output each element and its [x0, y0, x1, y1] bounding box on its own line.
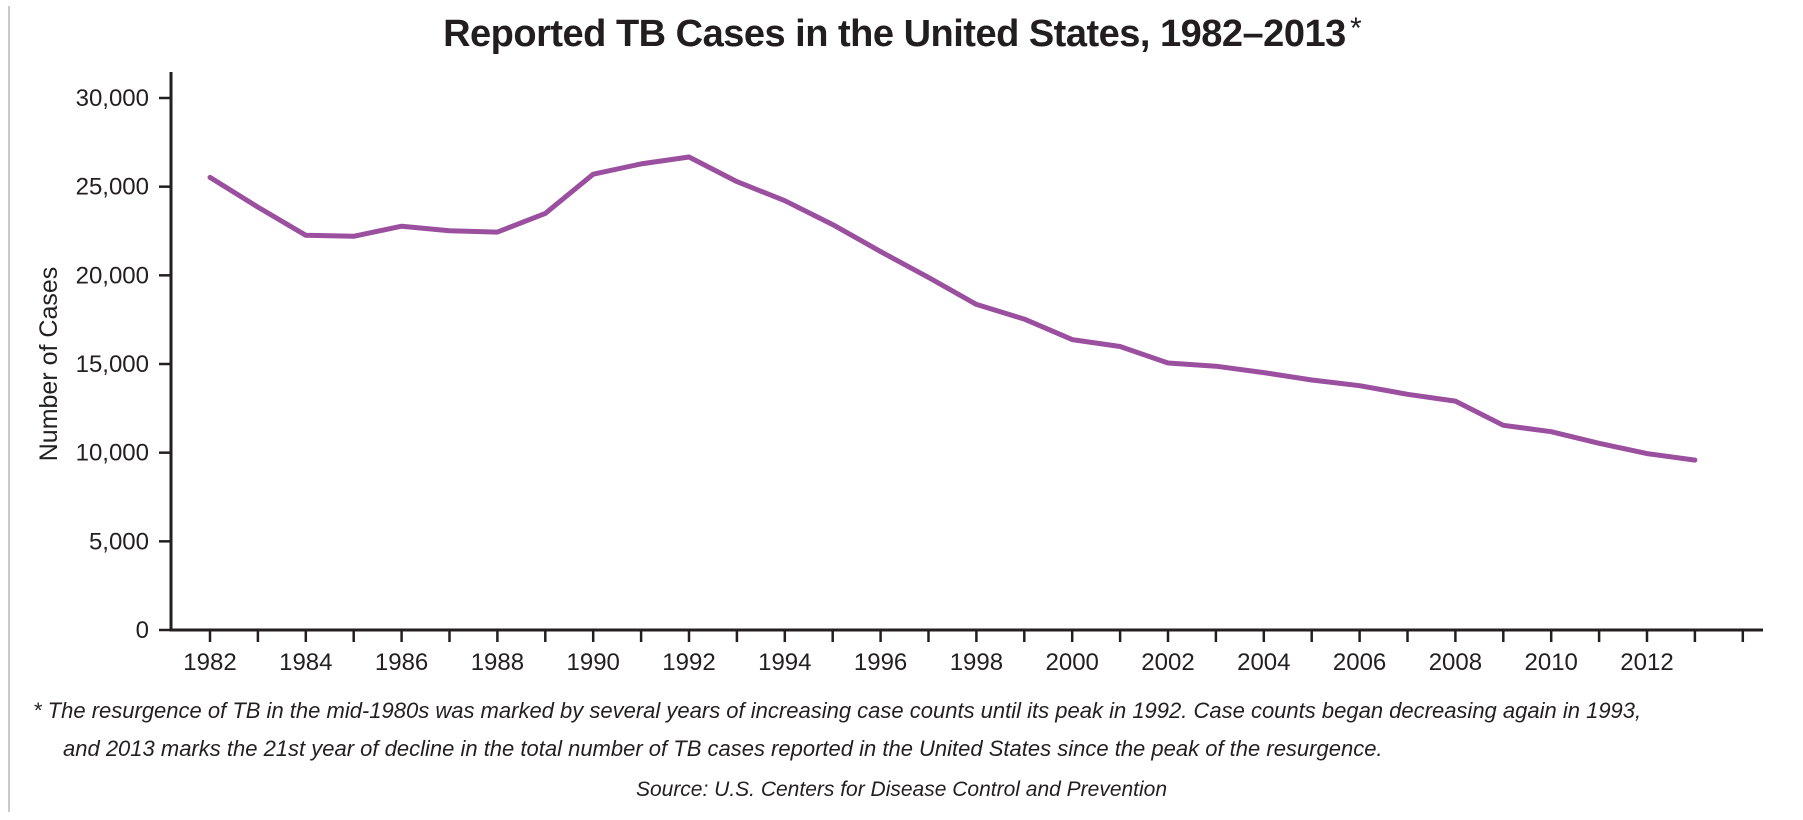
x-tick-label: 1994 — [758, 649, 811, 676]
x-tick-label: 1982 — [183, 649, 236, 676]
x-tick-label: 1996 — [854, 649, 907, 676]
y-tick-label: 0 — [136, 617, 149, 644]
y-tick-label: 30,000 — [76, 85, 149, 112]
x-tick-label: 2006 — [1333, 649, 1386, 676]
tb-cases-line — [207, 154, 1698, 463]
left-border-line — [8, 6, 10, 812]
x-tick-label: 2010 — [1525, 649, 1578, 676]
x-tick-label: 1984 — [279, 649, 332, 676]
y-axis-title: Number of Cases — [35, 267, 63, 462]
x-tick-label: 2004 — [1237, 649, 1290, 676]
footnote-line-2: and 2013 marks the 21st year of decline … — [63, 736, 1383, 761]
x-tick-label: 2008 — [1429, 649, 1482, 676]
x-tick-label: 1990 — [567, 649, 620, 676]
chart-title-asterisk: * — [1348, 12, 1361, 45]
x-tick-label: 1986 — [375, 649, 428, 676]
chart-footnote: * The resurgence of TB in the mid-1980s … — [33, 692, 1793, 768]
x-tick-label: 2002 — [1141, 649, 1194, 676]
x-tick-label: 2000 — [1046, 649, 1099, 676]
line-chart: 0 5,000 10,000 15,000 20,000 25,000 30,000 1982… — [35, 72, 1763, 676]
y-tick-label: 20,000 — [76, 262, 149, 289]
y-tick-label: 10,000 — [76, 440, 149, 467]
y-tick-label: 5,000 — [89, 528, 149, 555]
x-tick-label: 1998 — [950, 649, 1003, 676]
chart-title-text: Reported TB Cases in the United States, … — [443, 13, 1346, 55]
footnote-line-1: * The resurgence of TB in the mid-1980s … — [33, 698, 1642, 723]
chart-title: Reported TB Cases in the United States, … — [0, 12, 1803, 56]
x-tick-label: 1992 — [662, 649, 715, 676]
x-tick-label: 2012 — [1620, 649, 1673, 676]
x-tick-label: 1988 — [471, 649, 524, 676]
y-tick-label: 15,000 — [76, 351, 149, 378]
source-citation: Source: U.S. Centers for Disease Control… — [635, 778, 1168, 801]
y-tick-label: 25,000 — [76, 174, 149, 201]
